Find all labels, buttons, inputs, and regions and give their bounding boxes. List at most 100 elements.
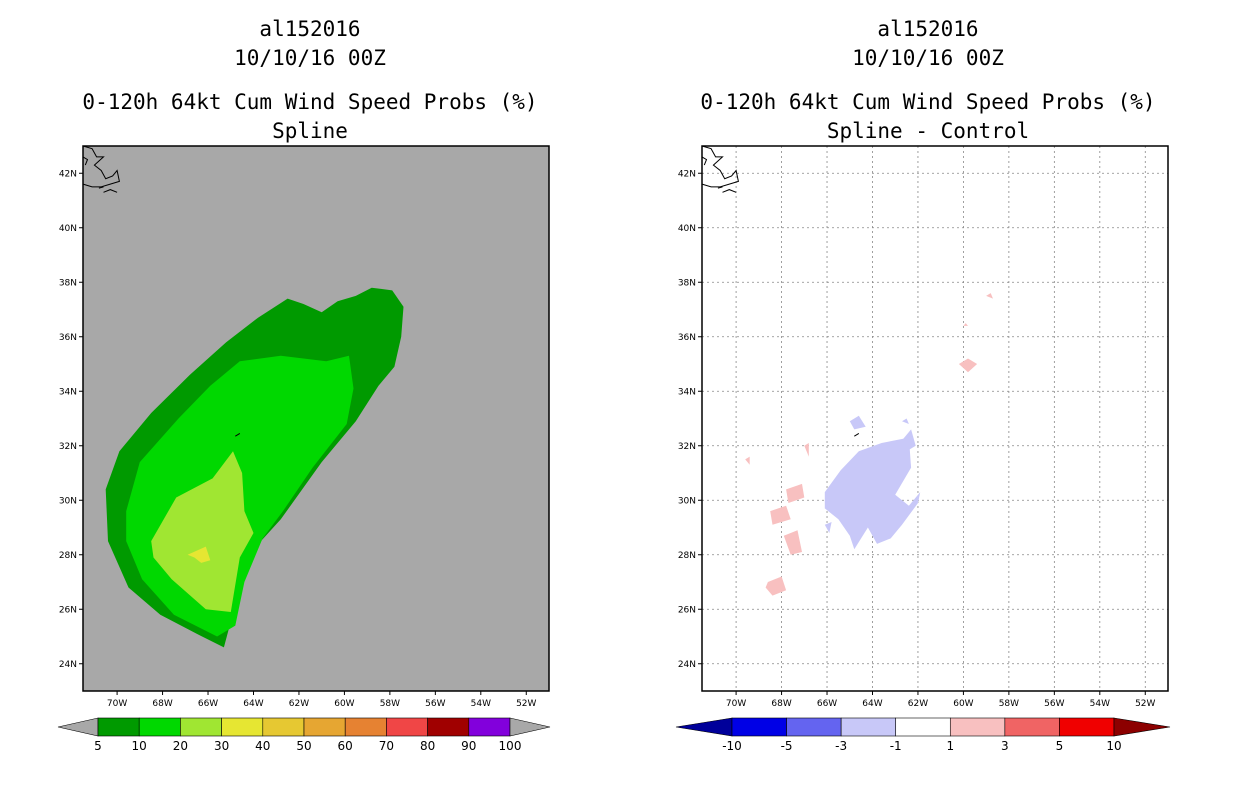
coastline-segment [717, 186, 723, 189]
colorbar-label: 1 [946, 739, 954, 753]
contour-region-8 [786, 483, 805, 503]
left-title-line2: 10/10/16 00Z [234, 46, 386, 70]
y-tick-label: 38N [678, 278, 696, 288]
colorbar-label: 10 [132, 739, 147, 753]
x-tick-label: 58W [999, 699, 1019, 709]
colorbar-swatch [949, 717, 1006, 737]
colorbar-label: -3 [835, 739, 847, 753]
contour-region-0 [824, 437, 921, 550]
colorbar-swatch [138, 717, 181, 737]
colorbar-label: -1 [890, 739, 902, 753]
island-bermuda [235, 433, 241, 437]
colorbar-label: 80 [420, 739, 435, 753]
plot-background [702, 146, 1168, 691]
y-tick-label: 26N [59, 605, 77, 615]
colorbar-swatch [386, 717, 428, 737]
colorbar-label: 5 [94, 739, 102, 753]
left-subtitle: Spline [272, 119, 348, 143]
y-tick-label: 34N [678, 387, 696, 397]
colorbar-label: 60 [338, 739, 353, 753]
colorbar-label: 3 [1001, 739, 1009, 753]
colorbar-label: 100 [499, 739, 522, 753]
contour-region-5 [958, 358, 978, 373]
x-tick-label: 60W [953, 699, 973, 709]
right-subtitle: Spline - Control [826, 119, 1030, 143]
colorbar-right-arrow [509, 717, 551, 737]
colorbar-right-arrow [1113, 717, 1171, 737]
contour-region-2 [897, 429, 916, 452]
coastline-segment [701, 156, 708, 166]
y-tick-label: 30N [678, 496, 696, 506]
colorbar-swatch [221, 717, 264, 737]
x-tick-label: 64W [862, 699, 882, 709]
coastline-segment [722, 189, 737, 193]
colorbar-swatch [786, 717, 842, 737]
contour-region-3 [187, 546, 211, 563]
colorbar-swatch [344, 717, 387, 737]
x-tick-label: 56W [1044, 699, 1064, 709]
contour-region-10 [783, 530, 802, 555]
y-tick-label: 24N [678, 660, 696, 670]
x-tick-label: 70W [107, 699, 127, 709]
coastline-segment [82, 156, 89, 166]
contour-region-11 [765, 576, 787, 596]
right-title-line3: 0-120h 64kt Cum Wind Speed Probs (%) [700, 90, 1156, 114]
x-tick-label: 52W [1135, 699, 1155, 709]
y-tick-label: 24N [59, 660, 77, 670]
y-tick-label: 26N [678, 605, 696, 615]
contour-region-9 [770, 505, 791, 525]
chart-panel-1: 70W 68W 66W 64W 62W 60W 58W 56W 54W 52W 42N 40N 38N 3… [675, 145, 1171, 753]
left-title-line1: al152016 [259, 17, 361, 41]
colorbar-label: -10 [722, 739, 742, 753]
y-tick-label: 28N [59, 551, 77, 561]
colorbar-swatch [840, 717, 897, 737]
y-tick-label: 42N [678, 169, 696, 179]
x-tick-label: 66W [198, 699, 218, 709]
colorbar-left-arrow [675, 717, 733, 737]
x-tick-label: 68W [152, 699, 172, 709]
y-tick-label: 36N [678, 333, 696, 343]
colorbar-swatch [468, 717, 511, 737]
coastline-segment [701, 145, 739, 188]
colorbar-swatch [262, 717, 305, 737]
colorbar-swatch [895, 717, 951, 737]
x-tick-label: 70W [726, 699, 746, 709]
y-tick-label: 38N [59, 278, 77, 288]
contour-region-4 [824, 522, 832, 533]
coastline-segment [98, 186, 104, 189]
x-tick-label: 64W [243, 699, 263, 709]
y-tick-label: 36N [59, 333, 77, 343]
y-tick-label: 40N [59, 224, 77, 234]
x-tick-label: 66W [817, 699, 837, 709]
x-tick-label: 62W [908, 699, 928, 709]
right-title-line2: 10/10/16 00Z [852, 46, 1004, 70]
left-title-line3: 0-120h 64kt Cum Wind Speed Probs (%) [82, 90, 538, 114]
colorbar-label: 90 [461, 739, 476, 753]
y-tick-label: 42N [59, 169, 77, 179]
x-tick-label: 62W [289, 699, 309, 709]
colorbar-label: 40 [255, 739, 270, 753]
y-tick-label: 32N [678, 442, 696, 452]
x-tick-label: 54W [471, 699, 491, 709]
y-tick-label: 32N [59, 442, 77, 452]
colorbar-swatch [1059, 717, 1115, 737]
contour-region-6 [986, 293, 993, 299]
x-tick-label: 56W [425, 699, 445, 709]
x-tick-label: 60W [334, 699, 354, 709]
colorbar-label: -5 [781, 739, 793, 753]
contour-region-3 [902, 418, 909, 424]
x-tick-label: 68W [771, 699, 791, 709]
contour-region-12 [804, 443, 809, 457]
chart-panel-0: 70W 68W 66W 64W 62W 60W 58W 56W 54W 52W 42N 40N 38N 3… [57, 145, 551, 753]
colorbar-swatch [303, 717, 346, 737]
colorbar-swatch [97, 717, 140, 737]
colorbar-swatch [731, 717, 787, 737]
coastline-segment [103, 189, 118, 193]
colorbar-label: 5 [1056, 739, 1064, 753]
colorbar-swatch [1004, 717, 1060, 737]
y-tick-label: 34N [59, 387, 77, 397]
right-title-line1: al152016 [877, 17, 979, 41]
contour-region-1 [849, 415, 866, 430]
plot-frame [82, 145, 550, 692]
colorbar-label: 70 [379, 739, 394, 753]
